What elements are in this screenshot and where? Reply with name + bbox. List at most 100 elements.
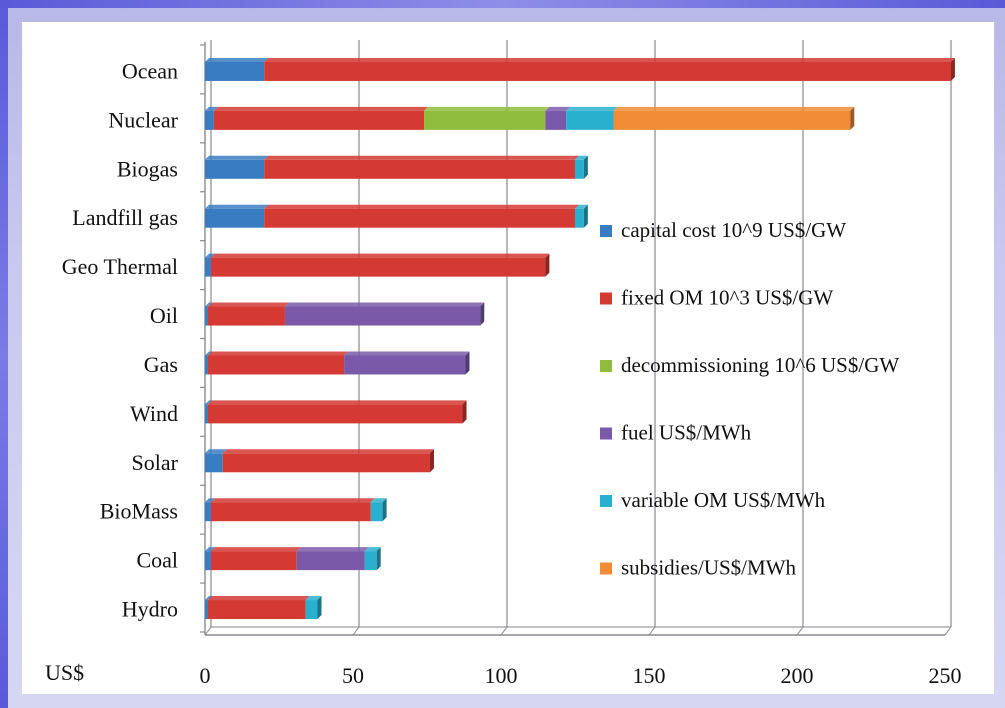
legend: capital cost 10^9 US$/GW fixed OM 10^3 US… [600,218,899,580]
legend-label: subsidies/US$/MWh [621,556,797,580]
bar-segment [205,453,223,473]
legend-label: decommissioning 10^6 US$/GW [621,353,899,377]
category-label: BioMass [100,499,178,524]
bar-segment-top [205,547,215,552]
bar-segment [205,159,265,179]
bar-end-face [429,449,434,473]
bar-segment-top [284,302,485,307]
bar-end-face [545,253,550,277]
gridline-floor [500,626,508,636]
x-tick-label: 0 [200,663,211,688]
x-tick-label: 250 [929,663,962,688]
axes [200,42,951,636]
bar-segment [296,551,365,571]
bar-end-face [465,351,470,375]
bar-segment-top [205,106,218,111]
category-label: Hydro [122,597,178,622]
category-label: Geo Thermal [62,254,178,279]
bar-segment [545,110,567,130]
bar-segment [264,159,575,179]
bar-segment-top [305,596,322,601]
bar-segment [213,110,425,130]
bar-end-face [376,547,381,571]
category-label: Biogas [117,156,178,181]
bar-end-face [317,596,322,620]
legend-label: capital cost 10^9 US$/GW [621,218,846,242]
gridline-floor [796,626,804,636]
legend-swatch [600,495,612,507]
bar-segment-top [207,302,289,307]
bar-segment [205,551,211,571]
bar-segment-top [205,302,212,307]
bar-segment-top [205,596,212,601]
bar-end-face [480,302,485,326]
bar-segment [264,61,951,81]
bar-segment-top [545,106,571,111]
bar-segment [205,355,208,375]
legend-label: variable OM US$/MWh [621,488,826,512]
bar-segment [205,404,208,424]
bar-end-face [950,57,955,81]
legend-label: fixed OM 10^3 US$/GW [621,286,833,310]
bar-segment [207,306,285,326]
bar-segment-top [205,449,227,454]
bar-segment [575,159,584,179]
legend-swatch [600,427,612,440]
legend-swatch [600,562,612,575]
bar-segment [284,306,481,326]
gridline-floor [352,626,360,636]
bar-segment-top [205,57,269,62]
bar-segment-top [205,204,269,209]
bar-segment [424,110,546,130]
slide-border-top [0,0,1005,8]
bar-segment-top [207,351,349,356]
bar-segment-top [575,204,588,209]
bar-segment-top [424,106,550,111]
bar-segment [205,61,265,81]
category-label: Oil [150,303,178,328]
bar-segment-top [264,155,579,160]
bar-segment-top [210,253,550,258]
bar-segment-top [296,547,369,552]
bar-segment-top [207,400,467,405]
bar-segment-top [364,547,381,552]
bar-segment-top [575,155,588,160]
bar-segment-top [210,547,301,552]
bar-segment-top [205,400,212,405]
bar-segment-top [205,253,215,258]
category-label: Ocean [122,58,178,83]
gridlines [204,40,952,636]
x-tick-label: 100 [485,663,518,688]
bar-segment [222,453,430,473]
bar-segment-top [210,498,375,503]
legend-label: fuel US$/MWh [621,421,752,445]
bar-segment [205,110,214,130]
bar-segment-top [205,498,215,503]
bar-segment [613,110,851,130]
bar-segment-top [205,351,212,356]
bar-segment [210,502,371,522]
bar-segment [210,551,297,571]
bar-end-face [382,498,387,522]
bar-segment-top [566,106,618,111]
legend-swatch [600,225,612,237]
bar-segment-top [264,57,955,62]
x-tick-labels: 0 50 100 150 200 250 [200,663,962,688]
bar-segment [575,208,584,228]
gridline-floor [648,626,656,636]
x-axis-label: US$ [45,660,84,685]
bar-segment [205,502,211,522]
bar-segment [207,600,306,620]
bar-end-face [583,155,588,179]
bar-end-face [583,204,588,228]
bar-segment-top [205,155,269,160]
bar-end-face [850,106,855,130]
bar-segment-top [264,204,579,209]
bar-segment [207,355,345,375]
x-tick-label: 200 [781,663,814,688]
bar-segment [205,208,265,228]
bar-segment [344,355,466,375]
slide-border-left [0,0,8,708]
gridline-floor [944,626,952,636]
